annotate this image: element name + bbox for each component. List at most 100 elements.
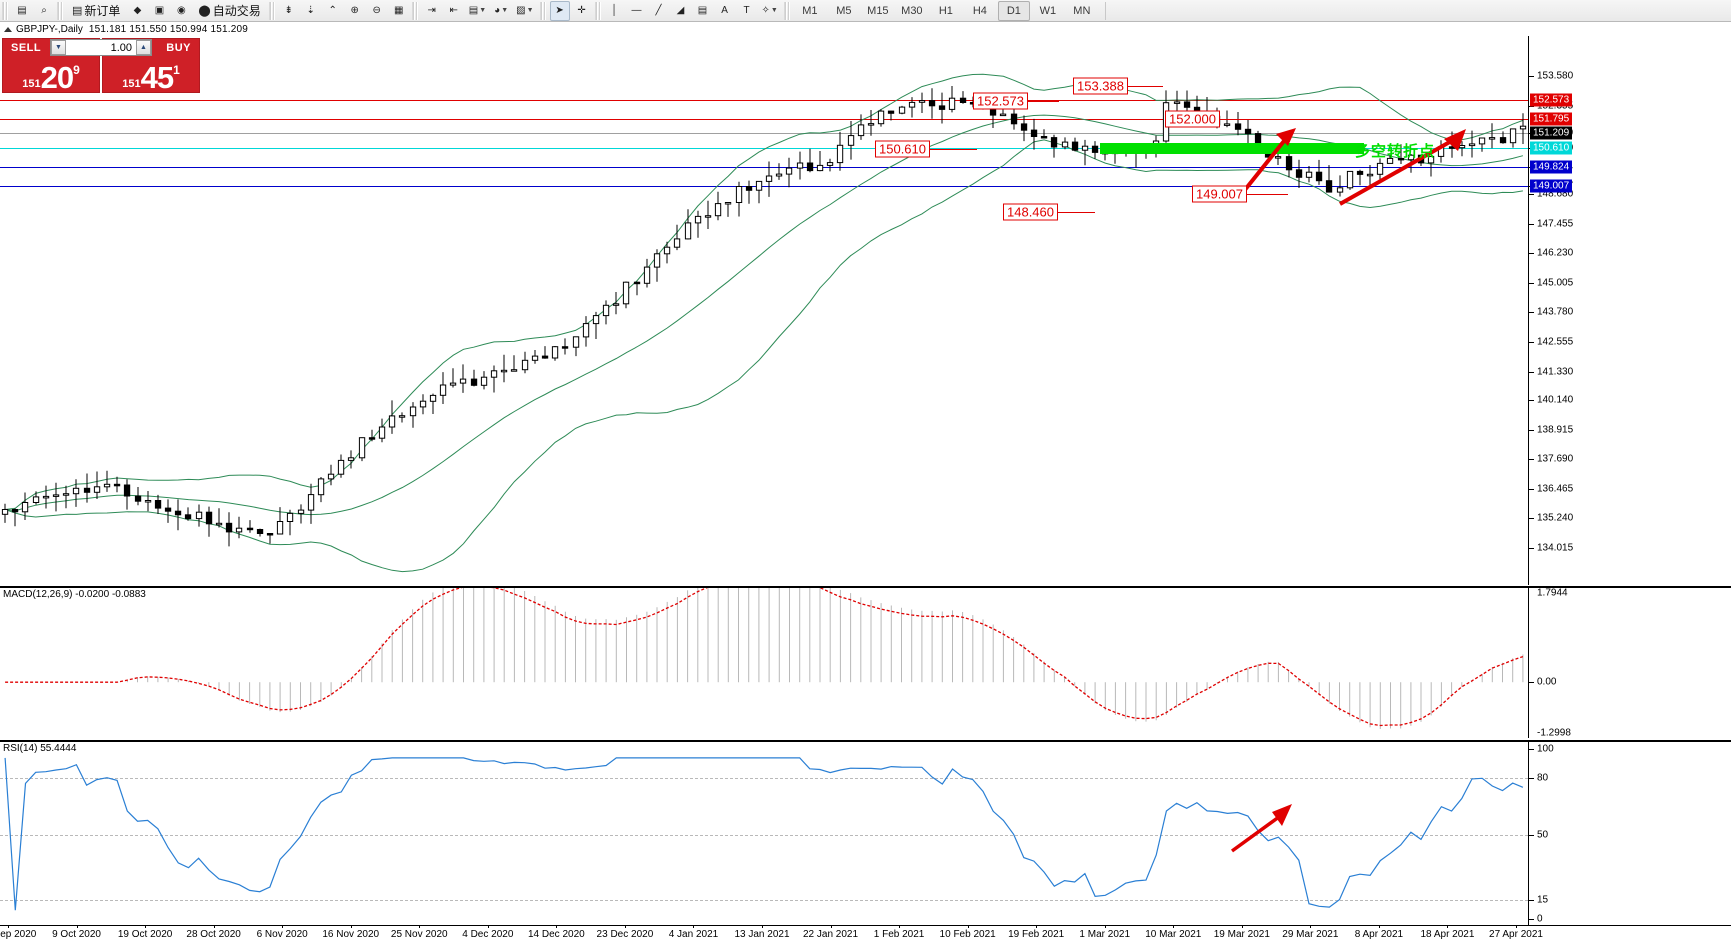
expert-advisor-icon[interactable]: ◆ (127, 1, 147, 21)
toolbar-grip[interactable] (2, 1, 9, 20)
price-level-line[interactable] (0, 119, 1528, 121)
price-pane[interactable]: 多空转折点 153.388 152.573 152.000 150.610 149.007… (0, 36, 1731, 585)
vertical-line-icon[interactable]: │ (605, 1, 625, 21)
price-tick (1529, 312, 1534, 314)
buy-label: BUY (166, 42, 191, 54)
toolbar-grip[interactable] (783, 1, 791, 20)
time-axis-label: 19 Mar 2021 (1213, 929, 1270, 940)
timeframe-h1[interactable]: H1 (938, 4, 953, 17)
signals-icon[interactable]: ◉ (171, 1, 191, 21)
indicators-icon: ▤ (468, 5, 479, 16)
auto-scroll-icon[interactable]: ⇥ (422, 1, 442, 21)
price-tag[interactable]: 152.000 (1165, 110, 1220, 128)
sell-label: SELL (11, 42, 42, 54)
chevron-down-icon[interactable]: ▼ (770, 7, 778, 14)
toolbar-grip[interactable] (539, 1, 547, 20)
macd-tick-label: -1.2998 (1537, 727, 1571, 739)
text-icon[interactable]: A (715, 1, 735, 21)
time-axis-label: 14 Dec 2020 (528, 929, 585, 940)
horizontal-line-icon[interactable]: — (627, 1, 647, 21)
main-toolbar: ▤ ⌕ ▤ 新订单 ◆ ▣ ◉ ⬤ 自动交易 ⇟ ⇣ ⌃ ⊕ ⊖ ▦ ⇥ ⇤ ▤ ▼ ◕ ▼ ▨ ▼ ➤ ✛ │ — ╱ ◢ ▤ A T ✧ ▼ … (0, 0, 1731, 22)
price-tick-label: 138.915 (1537, 424, 1574, 436)
price-highlight-label: 152.573 (1530, 93, 1573, 107)
search-symbol-icon[interactable]: ⌕ (34, 1, 54, 21)
time-axis-label: 23 Dec 2020 (596, 929, 654, 940)
price-tag[interactable]: 153.388 (1073, 77, 1128, 95)
time-axis-label: 27 Apr 2021 (1489, 929, 1543, 940)
time-tick (830, 925, 832, 928)
price-level-line[interactable] (0, 100, 1528, 102)
cursor-icon: ➤ (555, 5, 564, 16)
crosshair-icon[interactable]: ✛ (572, 1, 592, 21)
period-icon: ◕ (494, 5, 501, 16)
chevron-down-icon[interactable]: ▼ (501, 7, 509, 14)
price-level-line[interactable] (0, 147, 1528, 149)
candlestick-chart-icon[interactable]: ⇣ (301, 1, 321, 21)
price-tag[interactable]: 150.610 (875, 140, 930, 158)
price-level-line[interactable] (0, 133, 1528, 135)
data-window-icon[interactable]: ▦ (389, 1, 409, 21)
price-highlight-label: 150.610 (1530, 141, 1573, 155)
volume-value[interactable]: 1.00 (110, 41, 132, 54)
price-tag[interactable]: 149.007 (1192, 185, 1247, 203)
new-order-button[interactable]: ▤ 新订单 (67, 1, 125, 21)
time-tick (282, 925, 284, 928)
autotrading-button[interactable]: ⬤ 自动交易 (193, 1, 265, 21)
data-window-icon: ▦ (394, 5, 404, 16)
price-tick (1529, 459, 1534, 461)
price-level-line[interactable] (0, 186, 1528, 188)
timeframe-d1[interactable]: D1 (997, 0, 1030, 21)
shapes-icon[interactable]: ✧ ▼ (759, 1, 781, 21)
buy-price-fraction: 1 (173, 63, 180, 77)
price-plot-area[interactable]: 多空转折点 153.388 152.573 152.000 150.610 149.007… (0, 36, 1528, 585)
macd-plot-area[interactable] (0, 588, 1528, 738)
indicators-icon[interactable]: ▤ ▼ (466, 1, 489, 21)
turning-point-band[interactable] (1100, 142, 1364, 154)
toolbar-grip[interactable] (411, 1, 419, 20)
timeframe-mn[interactable]: MN (1073, 4, 1091, 17)
timeframe-m30[interactable]: M30 (901, 4, 923, 17)
fibonacci-retracement-icon[interactable]: ▤ (693, 1, 713, 21)
new-chart-icon[interactable]: ▤ (12, 1, 32, 21)
volume-stepper[interactable]: ▼ 1.00 ▲ (50, 39, 152, 56)
timeframe-h4[interactable]: H4 (972, 4, 987, 17)
time-tick (1516, 925, 1517, 928)
toolbar-grip[interactable] (268, 1, 276, 20)
time-axis[interactable]: 30 Sep 2020 9 Oct 2020 19 Oct 2020 28 Oct 2… (0, 925, 1731, 944)
rsi-tick-label: 0 (1537, 913, 1543, 925)
timeframe-w1[interactable]: W1 (1039, 4, 1057, 17)
timeframe-m15[interactable]: M15 (867, 4, 889, 17)
macd-pane[interactable]: MACD(12,26,9) -0.0200 -0.0883 1.7944 0.00… (0, 586, 1731, 739)
price-tick-label: 146.230 (1537, 247, 1574, 259)
price-tag[interactable]: 148.460 (1003, 203, 1058, 221)
price-tick-label: 143.780 (1537, 306, 1574, 318)
chart-shift-icon[interactable]: ⇤ (444, 1, 464, 21)
text-label-icon[interactable]: T (737, 1, 757, 21)
chevron-down-icon[interactable]: ▼ (479, 7, 487, 14)
zoom-out-icon[interactable]: ⊖ (367, 1, 387, 21)
line-chart-icon[interactable]: ⌃ (323, 1, 343, 21)
timeframe-m5[interactable]: M5 (836, 4, 852, 17)
rsi-tick-label: 80 (1537, 772, 1549, 784)
trendline-icon[interactable]: ╱ (649, 1, 669, 21)
terminal-icon[interactable]: ▣ (149, 1, 169, 21)
price-scale[interactable]: 153.580152.355151.209150.610149.824149.0… (1528, 36, 1731, 585)
volume-increment-button[interactable]: ▲ (136, 40, 151, 55)
cursor-icon[interactable]: ➤ (549, 0, 570, 21)
chevron-down-icon[interactable]: ▼ (526, 7, 534, 14)
price-level-line[interactable] (0, 166, 1528, 168)
rsi-plot-area[interactable] (0, 742, 1528, 925)
timeframe-m1[interactable]: M1 (802, 4, 818, 17)
equidistant-channel-icon[interactable]: ◢ (671, 1, 691, 21)
volume-decrement-button[interactable]: ▼ (51, 40, 66, 55)
toolbar-grip[interactable] (57, 1, 64, 20)
collapse-triangle-icon[interactable] (4, 27, 12, 32)
price-tag[interactable]: 152.573 (973, 92, 1028, 110)
rsi-pane[interactable]: RSI(14) 55.4444 100 80 50 15 0 (0, 740, 1731, 925)
price-tick-label: 140.140 (1537, 394, 1574, 406)
templates-icon[interactable]: ▨ ▼ (513, 1, 536, 21)
zoom-in-icon[interactable]: ⊕ (345, 1, 365, 21)
bar-chart-icon[interactable]: ⇟ (279, 1, 299, 21)
toolbar-grip[interactable] (594, 1, 602, 20)
period-icon[interactable]: ◕ ▼ (491, 1, 511, 21)
